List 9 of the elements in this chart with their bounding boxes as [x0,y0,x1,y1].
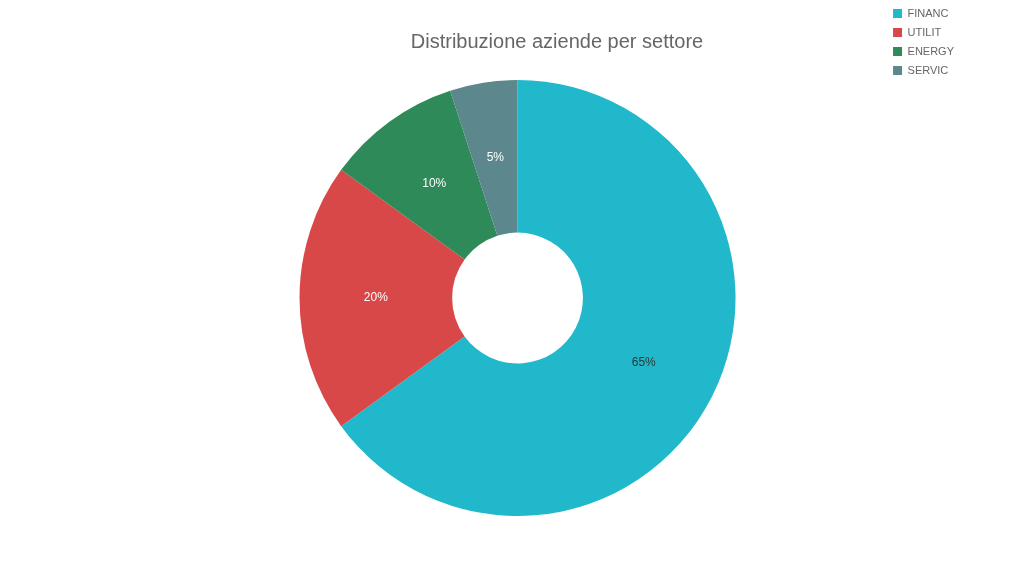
data-label: 10% [422,175,447,190]
legend-label: UTILIT [907,25,942,38]
data-label: 65% [631,354,657,369]
legend-label: FINANC [907,6,949,19]
data-label: 20% [363,290,389,305]
legend-label: ENERGY [907,44,955,57]
text: Distribuzione aziende per settore [410,29,704,52]
legend-label: SERVIC [907,63,949,76]
data-label: 5% [486,150,505,165]
